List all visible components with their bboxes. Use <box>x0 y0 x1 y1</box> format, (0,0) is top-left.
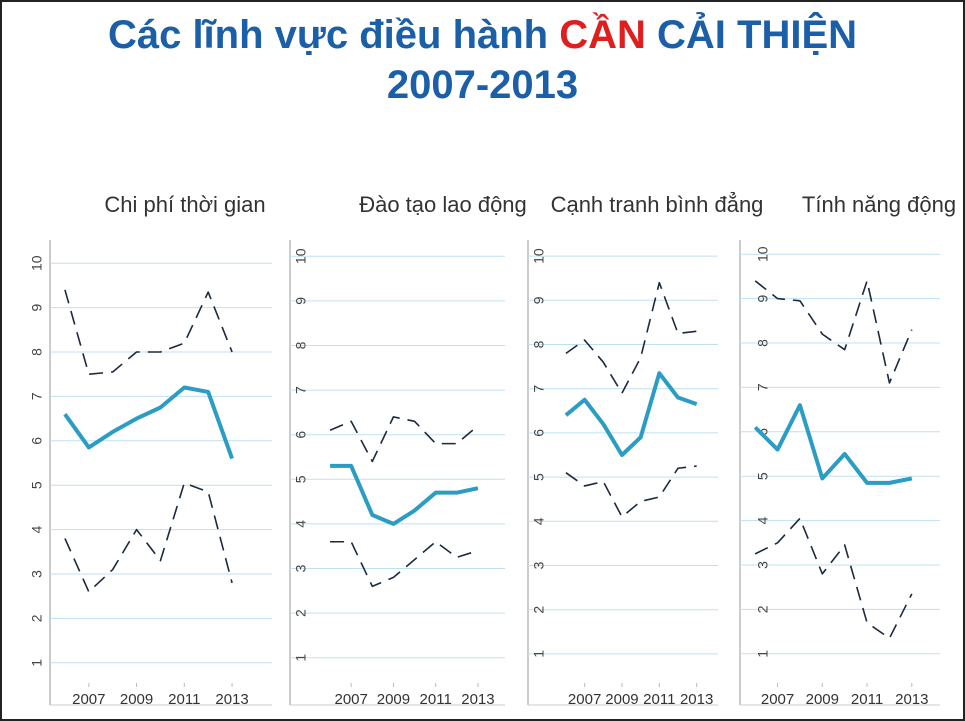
y-tick-label: 9 <box>293 297 309 305</box>
y-tick-label: 7 <box>29 392 45 400</box>
x-tick-label: 2009 <box>806 691 839 708</box>
panel: Chi phí thời gian 1 2 3 4 5 6 7 8 9 10 2007 2009 2011… <box>29 192 272 708</box>
x-tick-label: 2009 <box>377 691 410 708</box>
y-tick-label: 3 <box>531 561 547 569</box>
title-part: Các lĩnh vực điều hành <box>107 13 549 57</box>
y-tick-label: 10 <box>29 255 45 271</box>
solid-line <box>330 463 479 526</box>
y-tick-label: 5 <box>755 472 771 480</box>
x-tick-label: 2011 <box>851 691 883 708</box>
y-tick-label: 10 <box>531 248 547 264</box>
y-tick-label: 5 <box>29 481 45 489</box>
y-tick-label: 3 <box>755 561 771 569</box>
y-tick-label: 4 <box>531 517 547 525</box>
x-tick-label: 2007 <box>335 691 368 708</box>
y-tick-label: 2 <box>755 605 771 613</box>
y-tick-label: 8 <box>531 340 547 348</box>
panel-title: Tính năng động <box>802 192 956 217</box>
y-tick-label: 4 <box>293 520 309 528</box>
y-tick-label: 7 <box>755 383 771 391</box>
x-tick-label: 2009 <box>120 691 153 708</box>
panel: Cạnh tranh bình đẳng 1 2 3 4 5 6 7 8 9 10 2007 2009 2… <box>527 192 764 708</box>
y-tick-label: 9 <box>531 296 547 304</box>
y-tick-label: 1 <box>293 654 309 662</box>
y-tick-label: 3 <box>29 570 45 578</box>
panel-title: Cạnh tranh bình đẳng <box>551 192 764 217</box>
x-tick-label: 2011 <box>643 691 675 708</box>
y-tick-label: 4 <box>29 525 45 533</box>
title-highlight: CẦN <box>559 13 646 57</box>
y-tick-label: 1 <box>755 650 771 658</box>
y-tick-label: 3 <box>293 564 309 572</box>
y-tick-label: 8 <box>293 341 309 349</box>
dashed-line <box>565 281 697 394</box>
panel: Đào tạo lao động 1 2 3 4 5 6 7 8 9 10 2007 2009 2011 2… <box>289 192 527 708</box>
x-tick-label: 2013 <box>895 691 928 708</box>
y-tick-label: 5 <box>293 475 309 483</box>
x-tick-label: 2007 <box>72 691 105 708</box>
y-tick-label: 10 <box>755 246 771 262</box>
panel-title: Chi phí thời gian <box>104 192 265 217</box>
y-tick-label: 8 <box>755 339 771 347</box>
x-tick-label: 2013 <box>680 691 713 708</box>
title-line-1: Các lĩnh vực điều hành CẦN CẢI THIỆN <box>0 10 965 60</box>
y-tick-label: 6 <box>755 428 771 436</box>
solid-line <box>564 371 698 457</box>
dashed-line <box>64 482 233 593</box>
x-tick-label: 2009 <box>605 691 638 708</box>
title-part: CẢI THIỆN <box>657 13 858 57</box>
x-tick-label: 2013 <box>215 691 248 708</box>
y-tick-label: 7 <box>531 385 547 393</box>
y-tick-label: 4 <box>755 516 771 524</box>
panel-title: Đào tạo lao động <box>359 192 527 217</box>
x-tick-label: 2013 <box>461 691 494 708</box>
title-line-2: 2007-2013 <box>386 63 579 107</box>
y-tick-label: 6 <box>531 429 547 437</box>
dashed-line <box>329 416 479 463</box>
dashed-line <box>330 540 479 588</box>
y-tick-label: 1 <box>531 650 547 658</box>
x-tick-label: 2007 <box>761 691 794 708</box>
y-tick-label: 6 <box>293 431 309 439</box>
y-tick-label: 6 <box>29 437 45 445</box>
x-tick-label: 2007 <box>568 691 601 708</box>
y-tick-label: 9 <box>29 303 45 311</box>
x-tick-label: 2011 <box>168 691 200 708</box>
y-tick-label: 8 <box>29 348 45 356</box>
solid-line <box>753 403 913 485</box>
solid-line <box>63 385 234 460</box>
y-tick-label: 2 <box>293 609 309 617</box>
x-tick-label: 2011 <box>420 691 452 708</box>
dashed-line <box>64 289 233 375</box>
y-tick-label: 9 <box>755 294 771 302</box>
y-tick-label: 2 <box>531 606 547 614</box>
y-tick-label: 10 <box>293 248 309 264</box>
dashed-line <box>565 465 697 518</box>
title: Các lĩnh vực điều hành CẦN CẢI THIỆN 200… <box>0 10 965 110</box>
y-tick-label: 7 <box>293 386 309 394</box>
panel: Tính năng động 1 2 3 4 5 6 7 8 9 10 2007 2009 2011 201… <box>739 192 956 708</box>
dashed-line <box>754 280 913 384</box>
y-tick-label: 1 <box>29 659 45 667</box>
dashed-line <box>754 517 913 640</box>
y-tick-label: 5 <box>531 473 547 481</box>
y-tick-label: 2 <box>29 614 45 622</box>
